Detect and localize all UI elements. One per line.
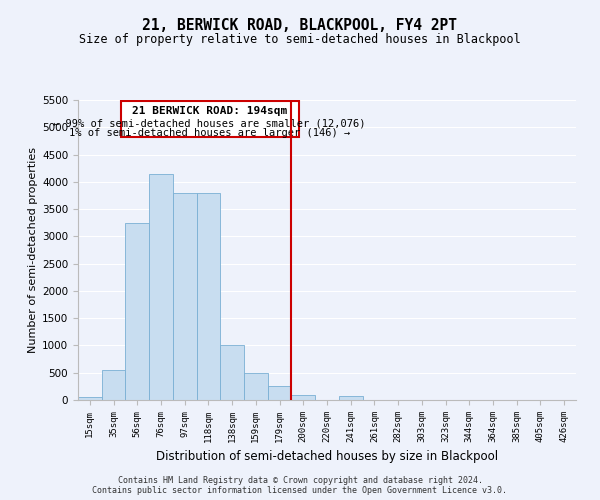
Text: 21 BERWICK ROAD: 194sqm: 21 BERWICK ROAD: 194sqm: [132, 106, 287, 117]
Bar: [149, 174, 173, 400]
Text: ← 99% of semi-detached houses are smaller (12,076): ← 99% of semi-detached houses are smalle…: [53, 118, 366, 128]
Text: 21, BERWICK ROAD, BLACKPOOL, FY4 2PT: 21, BERWICK ROAD, BLACKPOOL, FY4 2PT: [143, 18, 458, 32]
Y-axis label: Number of semi-detached properties: Number of semi-detached properties: [28, 147, 38, 353]
FancyBboxPatch shape: [121, 101, 299, 137]
Bar: [339, 396, 362, 400]
Bar: [268, 386, 292, 400]
Bar: [78, 398, 102, 400]
Bar: [125, 222, 149, 400]
Bar: [292, 394, 315, 400]
X-axis label: Distribution of semi-detached houses by size in Blackpool: Distribution of semi-detached houses by …: [156, 450, 498, 464]
Bar: [102, 370, 125, 400]
Bar: [220, 346, 244, 400]
Bar: [173, 192, 197, 400]
Bar: [244, 372, 268, 400]
Text: 1% of semi-detached houses are larger (146) →: 1% of semi-detached houses are larger (1…: [69, 128, 350, 138]
Text: Contains HM Land Registry data © Crown copyright and database right 2024.
Contai: Contains HM Land Registry data © Crown c…: [92, 476, 508, 495]
Text: Size of property relative to semi-detached houses in Blackpool: Size of property relative to semi-detach…: [79, 32, 521, 46]
Bar: [197, 192, 220, 400]
